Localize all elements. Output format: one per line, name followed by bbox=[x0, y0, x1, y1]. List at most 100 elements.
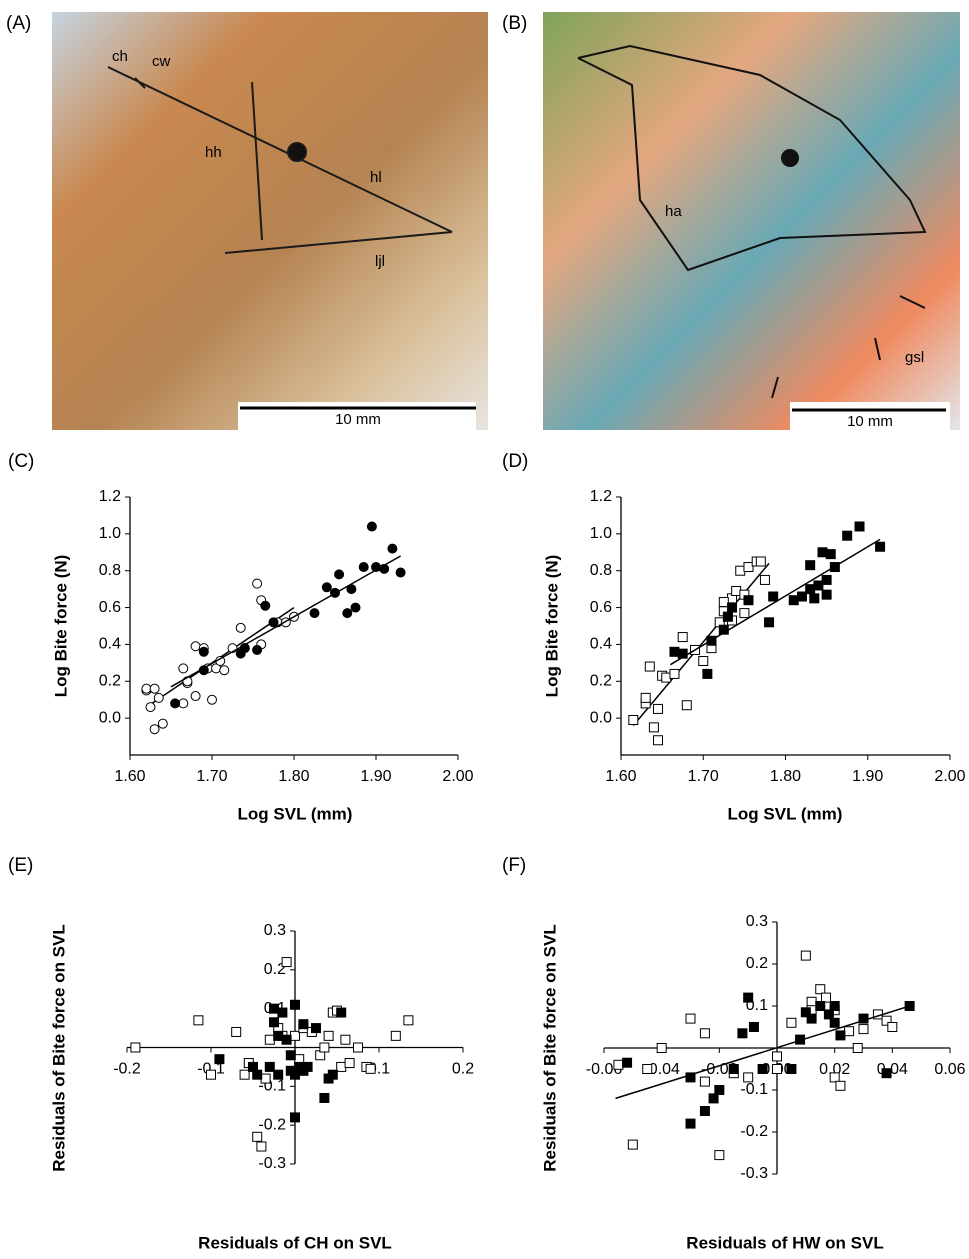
x-axis-title: Log SVL (mm) bbox=[728, 804, 843, 823]
x-tick-label: 1.60 bbox=[605, 768, 636, 785]
point bbox=[260, 600, 271, 611]
y-axis-title: Log Bite force (N) bbox=[51, 555, 70, 698]
point bbox=[881, 1068, 892, 1079]
point bbox=[178, 698, 189, 709]
point bbox=[190, 691, 201, 702]
point bbox=[403, 1015, 414, 1026]
point bbox=[264, 1034, 275, 1045]
x-tick-label: -0.02 bbox=[701, 1061, 738, 1078]
point bbox=[207, 694, 217, 705]
panel-label: (A) bbox=[6, 13, 31, 34]
point bbox=[252, 578, 263, 589]
y-tick-label: 0.4 bbox=[99, 636, 121, 653]
y-axis-title: Log Bite force (N) bbox=[542, 555, 561, 698]
point bbox=[145, 702, 156, 713]
annotation: ch bbox=[112, 48, 128, 65]
point bbox=[334, 569, 345, 580]
scale-label: 10 mm bbox=[847, 413, 893, 430]
point bbox=[281, 1034, 292, 1045]
point bbox=[685, 1013, 696, 1024]
point bbox=[281, 957, 292, 968]
point bbox=[365, 1063, 376, 1074]
point bbox=[298, 1019, 309, 1030]
point bbox=[256, 1141, 267, 1152]
y-tick-label: 0.6 bbox=[590, 599, 612, 616]
x-tick-label: 1.80 bbox=[278, 768, 309, 785]
point bbox=[252, 1131, 263, 1142]
point bbox=[718, 597, 729, 608]
point bbox=[661, 672, 672, 683]
point bbox=[829, 1017, 840, 1028]
point bbox=[731, 585, 742, 596]
y-tick-label: 0.3 bbox=[264, 922, 286, 939]
x-tick-label: 0.04 bbox=[877, 1061, 908, 1078]
point bbox=[815, 984, 826, 995]
point bbox=[821, 992, 832, 1003]
y-tick-label: 0.2 bbox=[590, 673, 612, 690]
point bbox=[190, 641, 201, 652]
point bbox=[813, 580, 824, 591]
point bbox=[321, 582, 332, 593]
y-tick-label: 0.4 bbox=[590, 636, 612, 653]
point bbox=[644, 661, 655, 672]
x-tick-label: 1.70 bbox=[688, 768, 719, 785]
point bbox=[346, 584, 357, 595]
point bbox=[277, 1007, 288, 1018]
point bbox=[149, 683, 160, 694]
point bbox=[206, 1069, 216, 1080]
point bbox=[269, 1017, 279, 1028]
point bbox=[379, 563, 390, 574]
point bbox=[653, 735, 664, 746]
point bbox=[757, 1064, 768, 1074]
y-axis-title: Residuals of Bite force on SVL bbox=[49, 924, 68, 1172]
photo-b bbox=[543, 12, 960, 430]
point bbox=[722, 611, 733, 622]
point bbox=[852, 1043, 863, 1053]
x-tick-label: 2.00 bbox=[442, 768, 473, 785]
y-tick-label: 0.3 bbox=[746, 913, 768, 930]
y-tick-label: 0.0 bbox=[99, 709, 121, 726]
point bbox=[714, 1085, 725, 1095]
point bbox=[698, 656, 709, 667]
point bbox=[714, 1150, 725, 1161]
y-tick-label: 1.2 bbox=[590, 488, 612, 505]
point bbox=[153, 692, 164, 703]
point bbox=[656, 1043, 667, 1053]
x-tick-label: -0.04 bbox=[643, 1061, 680, 1078]
y-tick-label: -0.1 bbox=[740, 1081, 768, 1098]
x-tick-label: 1.90 bbox=[852, 768, 883, 785]
point bbox=[881, 1015, 892, 1026]
point bbox=[829, 562, 840, 573]
x-tick-label: 2.00 bbox=[934, 768, 965, 785]
annotation: ljl bbox=[375, 253, 385, 270]
point bbox=[149, 724, 160, 735]
point bbox=[336, 1061, 347, 1072]
point bbox=[727, 602, 738, 613]
point bbox=[806, 996, 817, 1007]
point bbox=[319, 1042, 330, 1053]
panel-label: (C) bbox=[8, 451, 34, 472]
y-tick-label: 0.8 bbox=[590, 562, 612, 579]
y-tick-label: -0.2 bbox=[258, 1116, 286, 1133]
y-tick-label: 0.6 bbox=[99, 599, 121, 616]
point bbox=[336, 1007, 347, 1018]
y-tick-label: 0.0 bbox=[590, 709, 612, 726]
x-tick-label: -0.06 bbox=[586, 1061, 623, 1078]
annotation: cw bbox=[152, 53, 171, 70]
point bbox=[685, 1118, 696, 1129]
point bbox=[141, 683, 152, 694]
point bbox=[677, 648, 688, 659]
point bbox=[759, 574, 770, 585]
point bbox=[390, 1030, 401, 1041]
point bbox=[239, 1069, 250, 1080]
point bbox=[829, 1001, 840, 1011]
fit-line bbox=[669, 538, 881, 666]
point bbox=[669, 646, 680, 657]
point bbox=[193, 1015, 204, 1026]
point bbox=[768, 591, 779, 602]
point bbox=[743, 1072, 754, 1083]
x-tick-label: 0.02 bbox=[819, 1061, 850, 1078]
annotation: hl bbox=[370, 169, 382, 186]
y-tick-label: 1.0 bbox=[99, 525, 121, 542]
point bbox=[821, 574, 832, 585]
